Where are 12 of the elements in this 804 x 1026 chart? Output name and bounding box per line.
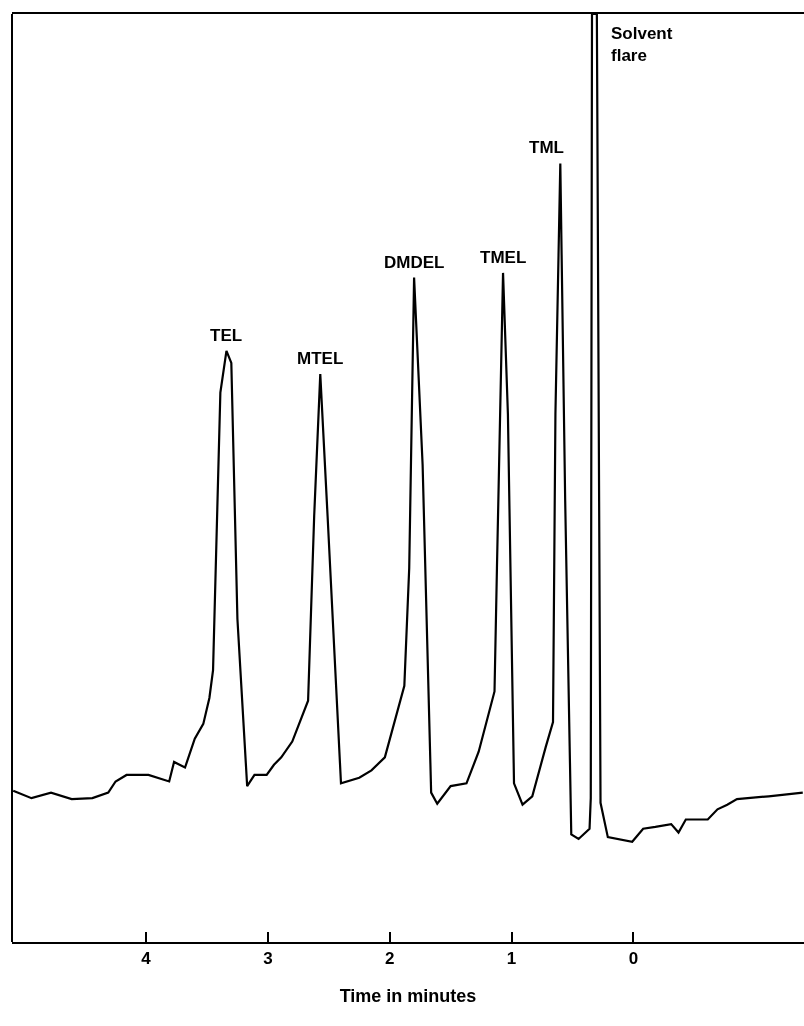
annotation: TEL xyxy=(210,326,243,345)
x-tick-label: 3 xyxy=(263,949,273,969)
x-tick-label: 1 xyxy=(506,949,517,969)
annotation: DMDEL xyxy=(384,253,445,272)
x-axis-title: Time in minutes xyxy=(339,986,477,1006)
annotation: Solvent flare xyxy=(611,24,673,66)
x-tick-label: 4 xyxy=(141,949,152,969)
x-tick-label: 0 xyxy=(628,949,639,969)
annotation: TMEL xyxy=(480,248,527,267)
annotation: MTEL xyxy=(297,349,344,368)
annotation: TML xyxy=(529,138,564,157)
x-tick-label: 2 xyxy=(384,949,395,969)
